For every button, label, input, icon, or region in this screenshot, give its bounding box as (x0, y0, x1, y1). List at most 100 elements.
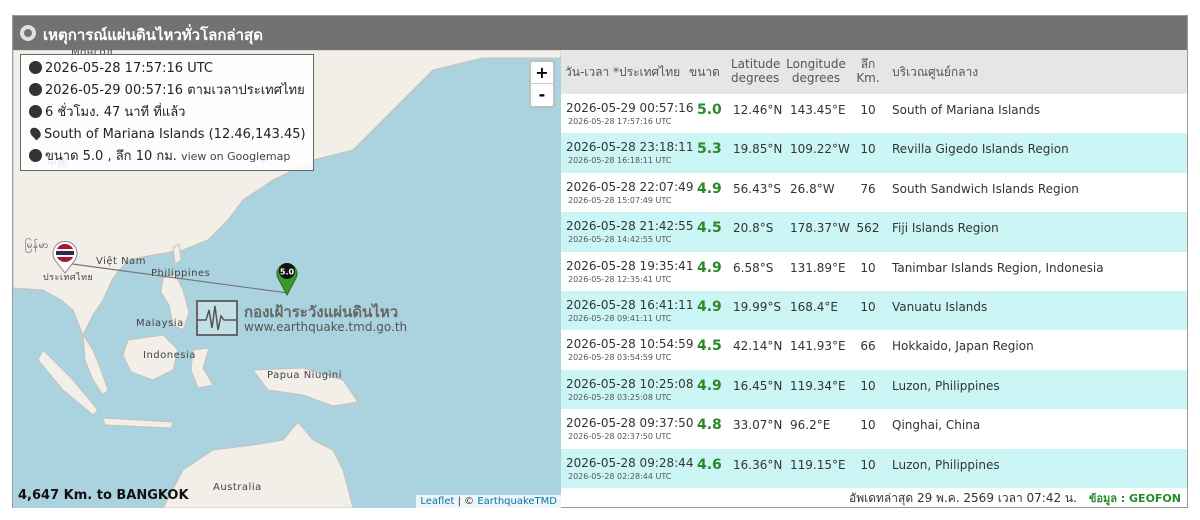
place-label: မြန်မာ (25, 240, 49, 251)
row-longitude: 96.2°E (790, 418, 831, 433)
row-latitude: 33.07°N (733, 418, 783, 433)
table-header: วัน-เวลา *ประเทศไทย ขนาด Latitude degrees… (561, 50, 1187, 94)
row-datetime: 2026-05-28 09:37:50 (566, 416, 694, 431)
place-label: Indonesia (143, 350, 196, 361)
header-latitude: Latitude degrees (731, 57, 781, 85)
info-magnitude-depth: ขนาด 5.0 , ลึก 10 กม. (45, 149, 177, 164)
place-label: Philippines (151, 268, 211, 279)
table-row[interactable]: 2026-05-28 09:37:50 2026-05-28 02:37:50 U… (561, 409, 1187, 449)
table-row[interactable]: 2026-05-28 10:25:08 2026-05-28 03:25:08 U… (561, 369, 1187, 410)
table-row[interactable]: 2026-05-29 00:57:16 2026-05-28 17:57:16 U… (561, 94, 1187, 134)
row-utc-time: 2026-05-28 15:07:49 UTC (568, 195, 672, 205)
row-longitude: 131.89°E (790, 260, 846, 275)
header-longitude: Longitude degrees (786, 57, 846, 85)
row-region: Luzon, Philippines (892, 378, 1000, 393)
earthquake-widget: เหตุการณ์แผ่นดินไหวทั่วโลกล่าสุด (12, 15, 1188, 508)
row-magnitude: 5.3 (697, 141, 722, 158)
row-longitude: 141.93°E (790, 339, 846, 354)
table-row[interactable]: 2026-05-28 22:07:49 2026-05-28 15:07:49 U… (561, 172, 1187, 213)
row-depth: 10 (860, 418, 876, 433)
row-utc-time: 2026-05-28 14:42:55 UTC (568, 235, 672, 245)
googlemap-link[interactable]: view on Googlemap (181, 150, 291, 163)
row-depth: 10 (860, 300, 876, 314)
row-magnitude: 4.5 (697, 220, 722, 237)
row-region: Qinghai, China (892, 418, 981, 433)
row-region: South Sandwich Islands Region (892, 181, 1079, 196)
table-row[interactable]: 2026-05-28 21:42:55 2026-05-28 14:42:55 U… (561, 212, 1187, 252)
row-latitude: 56.43°S (733, 181, 781, 196)
row-utc-time: 2026-05-28 03:54:59 UTC (568, 353, 672, 363)
header-region: บริเวณศูนย์กลาง (892, 65, 979, 79)
row-magnitude: 4.6 (697, 456, 722, 473)
row-latitude: 20.8°S (733, 221, 774, 236)
place-label: Papua Niugini (267, 370, 343, 381)
row-magnitude: 4.9 (697, 299, 722, 315)
zoom-in-button[interactable]: + (531, 62, 553, 84)
row-magnitude: 4.8 (697, 417, 722, 434)
row-region: Vanuatu Islands (892, 300, 988, 314)
row-magnitude: 4.5 (697, 338, 722, 355)
distance-to-bangkok: 4,647 Km. to BANGKOK (18, 488, 189, 503)
info-location: South of Mariana Islands (12.46,143.45) (44, 127, 306, 142)
table-footer: อัพเดทล่าสุด 29 พ.ค. 2569 เวลา 07:42 น. … (561, 486, 1187, 508)
row-datetime: 2026-05-29 00:57:16 (566, 101, 694, 115)
info-utc-row: 2026-05-28 17:57:16 UTC (29, 58, 305, 80)
stopwatch-icon (29, 105, 42, 118)
info-icon (29, 149, 42, 162)
zoom-out-button[interactable]: - (538, 85, 546, 104)
logo-title: กองเฝ้าระวังแผ่นดินไหว (244, 303, 399, 321)
row-datetime: 2026-05-28 23:18:11 (566, 140, 694, 155)
marker-magnitude-label: 5.0 (280, 268, 295, 277)
row-longitude: 119.15°E (790, 457, 846, 472)
header-magnitude: ขนาด (689, 65, 720, 79)
info-ago-row: 6 ชั่วโมง. 47 นาที ที่แล้ว (29, 102, 305, 124)
row-longitude: 178.37°W (790, 221, 850, 236)
row-utc-time: 2026-05-28 12:35:41 UTC (568, 274, 672, 284)
tmd-logo-watermark: กองเฝ้าระวังแผ่นดินไหว www.earthquake.tm… (196, 296, 407, 342)
row-datetime: 2026-05-28 16:41:11 (566, 298, 694, 312)
row-region: Hokkaido, Japan Region (892, 339, 1034, 354)
earthquake-table: วัน-เวลา *ประเทศไทย ขนาด Latitude degrees… (561, 50, 1187, 508)
earthquake-map[interactable]: + - Монгол 日本 中國 日本 မြန်မာ Việt Nam ประเ… (13, 50, 561, 508)
clock-icon (29, 61, 42, 74)
place-label: Việt Nam (96, 256, 147, 267)
row-datetime: 2026-05-28 10:54:59 (566, 337, 694, 352)
row-latitude: 6.58°S (733, 260, 774, 275)
table-row[interactable]: 2026-05-28 16:41:11 2026-05-28 09:41:11 U… (561, 291, 1187, 331)
info-location-row: South of Mariana Islands (12.46,143.45) (28, 124, 306, 146)
row-utc-time: 2026-05-28 09:41:11 UTC (568, 314, 672, 323)
row-region: South of Mariana Islands (892, 103, 1041, 117)
earthquake-marker[interactable]: 5.0 (275, 260, 299, 296)
place-label: ประเทศไทย (43, 273, 94, 283)
row-latitude: 16.36°N (733, 457, 783, 472)
row-region: Revilla Gigedo Islands Region (892, 142, 1069, 157)
row-utc-time: 2026-05-28 17:57:16 UTC (568, 117, 672, 126)
row-region: Luzon, Philippines (892, 457, 1000, 472)
table-row[interactable]: 2026-05-28 19:35:41 2026-05-28 12:35:41 U… (561, 251, 1187, 291)
row-depth: 10 (860, 378, 876, 393)
table-row[interactable]: 2026-05-28 09:28:44 2026-05-28 02:28:44 U… (561, 448, 1187, 488)
row-latitude: 42.14°N (733, 339, 783, 354)
row-region: Tanimbar Islands Region, Indonesia (892, 260, 1104, 275)
row-depth: 10 (860, 260, 876, 275)
row-datetime: 2026-05-28 09:28:44 (566, 455, 694, 470)
row-latitude: 19.85°N (733, 142, 783, 157)
earthquaketmd-link[interactable]: EarthquakeTMD (477, 496, 557, 507)
event-info-box: 2026-05-28 17:57:16 UTC 2026-05-29 00:57… (20, 54, 314, 171)
row-utc-time: 2026-05-28 16:18:11 UTC (568, 156, 672, 166)
row-longitude: 109.22°W (790, 142, 850, 157)
bangkok-flag-marker[interactable] (51, 240, 79, 274)
info-local-time: 2026-05-29 00:57:16 ตามเวลาประเทศไทย (45, 83, 305, 98)
zoom-control: + - (529, 60, 555, 108)
data-source-link[interactable]: ข้อมูล : GEOFON (1088, 492, 1181, 505)
row-latitude: 16.45°N (733, 378, 783, 393)
info-utc-time: 2026-05-28 17:57:16 UTC (45, 61, 213, 76)
row-magnitude: 4.9 (697, 259, 722, 276)
leaflet-link[interactable]: Leaflet (420, 496, 455, 507)
row-datetime: 2026-05-28 10:25:08 (566, 376, 694, 391)
map-pin-icon (28, 125, 43, 141)
map-attribution: Leaflet | © EarthquakeTMD (416, 495, 561, 508)
row-utc-time: 2026-05-28 02:37:50 UTC (568, 432, 672, 442)
table-row[interactable]: 2026-05-28 23:18:11 2026-05-28 16:18:11 U… (561, 133, 1187, 173)
table-row[interactable]: 2026-05-28 10:54:59 2026-05-28 03:54:59 U… (561, 330, 1187, 370)
